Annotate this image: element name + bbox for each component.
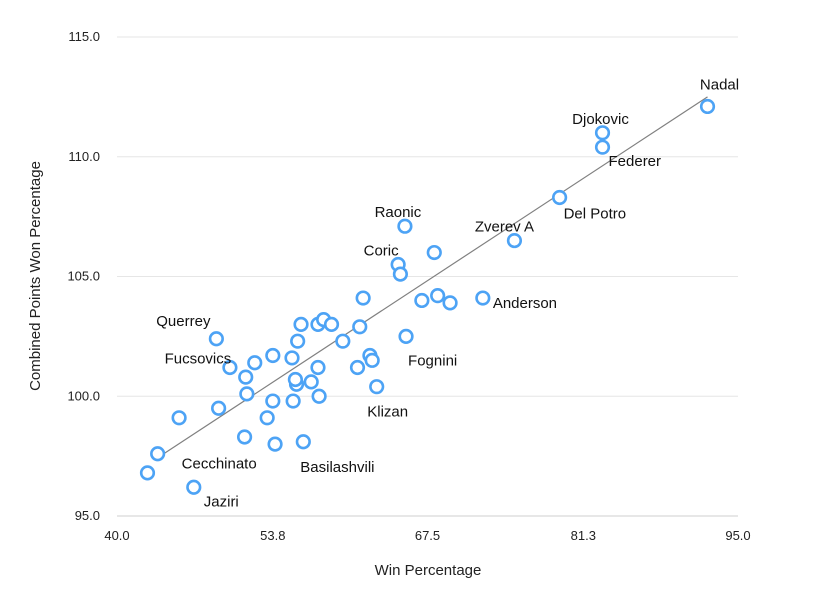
- x-tick-label: 67.5: [415, 528, 440, 543]
- data-point: [364, 352, 380, 368]
- grid-lines: [117, 36, 738, 517]
- data-point: [355, 290, 371, 306]
- data-point: [171, 410, 187, 426]
- x-tick-label: 81.3: [571, 528, 596, 543]
- data-point: [430, 288, 446, 304]
- point-label: Federer: [609, 153, 662, 170]
- point-label: Fognini: [408, 352, 457, 369]
- point-label: Djokovic: [572, 111, 629, 128]
- data-point: [259, 410, 275, 426]
- point-label: Querrey: [156, 313, 211, 330]
- data-point: [369, 379, 385, 395]
- data-point: [335, 333, 351, 349]
- point-label: Del Potro: [564, 205, 627, 222]
- x-tick-label: 95.0: [725, 528, 750, 543]
- data-point: [699, 98, 716, 115]
- data-point: [139, 465, 156, 481]
- data-point: [247, 355, 263, 371]
- data-point: [285, 393, 301, 409]
- data-point: [295, 434, 311, 450]
- data-point: [186, 479, 202, 495]
- data-point: [594, 139, 611, 155]
- data-point: [239, 386, 255, 402]
- y-axis-ticks: 95.0 100.0 105.0 110.0 115.0: [67, 29, 100, 523]
- data-point: [236, 429, 253, 445]
- y-tick-label: 110.0: [68, 149, 100, 164]
- data-point: [310, 359, 326, 376]
- data-point: [398, 328, 414, 344]
- data-point: [238, 369, 254, 385]
- data-point: [267, 436, 283, 452]
- y-tick-label: 105.0: [67, 269, 100, 284]
- data-point: [414, 292, 430, 309]
- data-point: [265, 393, 281, 409]
- data-point: [284, 350, 300, 366]
- data-point: [222, 359, 238, 376]
- data-point: [442, 295, 458, 311]
- point-label: Jaziri: [204, 493, 239, 510]
- data-point: [265, 347, 281, 364]
- data-point: [392, 266, 409, 282]
- y-tick-label: 95.0: [75, 508, 100, 523]
- point-label: Zverev A: [475, 219, 534, 236]
- x-axis-ticks: 40.0 53.8 67.5 81.3 95.0: [104, 528, 750, 543]
- point-label: Anderson: [493, 295, 557, 312]
- trendline: [156, 96, 708, 460]
- data-point: [349, 359, 366, 376]
- y-tick-label: 100.0: [67, 388, 100, 403]
- data-point: [150, 446, 166, 462]
- point-labels: Nadal Djokovic Federer Del Potro Raonic Zvere…: [156, 76, 739, 510]
- data-point: [397, 218, 413, 234]
- point-label: Nadal: [700, 76, 739, 93]
- data-point: [303, 374, 319, 390]
- point-label: Basilashvili: [300, 459, 374, 476]
- data-point: [552, 189, 568, 206]
- point-label: Fucsovics: [165, 351, 232, 368]
- point-label: Raonic: [375, 204, 422, 221]
- x-axis-title: Win Percentage: [375, 562, 482, 579]
- data-point: [211, 400, 227, 416]
- x-tick-label: 53.8: [260, 528, 285, 543]
- data-point: [311, 388, 327, 404]
- y-axis-title: Combined Points Won Percentage: [27, 161, 44, 391]
- y-tick-label: 115.0: [68, 29, 100, 44]
- point-label: Coric: [364, 243, 400, 260]
- point-label: Klizan: [367, 404, 408, 421]
- data-point: [506, 232, 523, 249]
- data-point: [290, 333, 306, 349]
- data-points: [139, 98, 716, 495]
- data-point: [293, 316, 309, 333]
- data-point: [208, 331, 224, 347]
- data-point: [287, 371, 303, 388]
- data-point: [323, 316, 340, 333]
- x-tick-label: 40.0: [104, 528, 129, 543]
- data-point: [475, 290, 491, 306]
- data-point: [352, 319, 368, 335]
- trendline-path: [156, 96, 708, 460]
- point-label: Cecchinato: [182, 456, 257, 473]
- data-point: [426, 244, 442, 261]
- data-point: [594, 125, 611, 141]
